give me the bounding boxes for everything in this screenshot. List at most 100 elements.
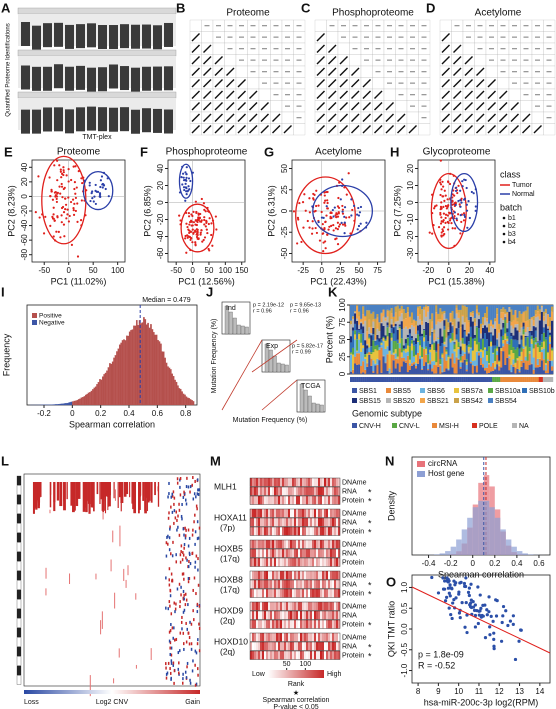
cell-scatter [283, 125, 292, 134]
stack-deco [544, 313, 548, 325]
cnv-deco [167, 516, 170, 520]
histogram-bar-deco [144, 319, 147, 406]
heat-cell-deco [256, 549, 259, 558]
cnv-deco [196, 537, 199, 541]
cnv-deco [175, 637, 178, 641]
stack-deco [439, 322, 442, 329]
locus-label: (2q) [220, 646, 235, 656]
heat-cell-deco [310, 589, 313, 598]
heat-cell-deco [316, 571, 319, 580]
histogram-bar-deco [147, 322, 149, 406]
stack-deco [504, 309, 507, 314]
heat-cell-deco [254, 527, 257, 536]
cell-scatter [316, 79, 325, 88]
stack-deco [502, 312, 505, 321]
stack-deco [536, 305, 539, 312]
stack-deco [390, 332, 393, 338]
stack-deco [540, 342, 544, 348]
cell-scatter [441, 125, 450, 134]
heat-cell-deco [320, 651, 323, 660]
gene-label: HOXB8 [214, 574, 243, 584]
cell-text [398, 59, 404, 61]
cnv-deco [105, 482, 108, 497]
point-deco [100, 175, 104, 178]
stack-deco [404, 343, 408, 349]
heat-cell-deco [302, 540, 305, 549]
point-deco [194, 200, 197, 203]
stack-deco [453, 343, 456, 345]
point-deco [441, 576, 445, 580]
chrom-bar-deco [16, 532, 22, 543]
cnv-deco [197, 667, 199, 671]
stack-deco [498, 332, 501, 347]
heat-cell-deco [254, 496, 257, 505]
heat-cell-deco [318, 518, 321, 527]
stack-deco [492, 352, 495, 354]
stack-deco [431, 313, 434, 322]
stack-deco [400, 305, 403, 310]
cnv-deco [49, 482, 52, 508]
stack-deco [427, 341, 430, 355]
cell-text [364, 48, 369, 50]
point-deco [200, 197, 203, 201]
heat-cell-deco [294, 509, 297, 518]
heat-cell-deco [322, 549, 325, 558]
cell-scatter [328, 125, 337, 134]
heat-cell-deco [292, 478, 295, 487]
heat-cell-deco [306, 549, 309, 558]
cell-text [421, 117, 427, 119]
heat-cell-deco [316, 478, 319, 487]
histogram-bar-deco [70, 401, 73, 406]
heat-cell-deco [310, 580, 313, 589]
cnv-deco [101, 482, 104, 511]
cell-scatter [203, 113, 212, 122]
cell-scatter [408, 125, 417, 134]
heat-cell-deco [318, 611, 321, 620]
stack-deco [469, 347, 472, 349]
heat-cell-deco [336, 558, 339, 567]
heat-cell-deco [262, 589, 265, 598]
cnv-deco [167, 607, 170, 611]
heat-cell-deco [300, 651, 303, 660]
point-deco [56, 179, 59, 182]
cnv-deco [195, 682, 198, 686]
heat-cell-deco [284, 478, 287, 487]
stack-deco [548, 360, 552, 374]
stack-deco [414, 354, 418, 356]
point-deco [439, 183, 443, 186]
subtype-strip-deco [354, 377, 357, 382]
heat-cell-deco [274, 642, 277, 651]
point-deco [456, 191, 459, 195]
stack-deco [522, 305, 525, 312]
point-deco [341, 212, 345, 215]
stack-deco [506, 332, 509, 337]
heat-cell-deco [274, 540, 277, 549]
cell-text [421, 105, 427, 107]
point-deco [331, 208, 334, 212]
cnv-deco [177, 667, 180, 671]
legend-swatch [502, 232, 506, 236]
stack-deco [483, 317, 487, 326]
sig-star: * [368, 580, 372, 590]
stack-deco [504, 319, 507, 334]
cell-scatter [441, 44, 450, 53]
heat-row-frame [249, 557, 341, 567]
heat-cell-deco [320, 633, 323, 642]
stack-deco [356, 320, 359, 330]
point-deco [442, 212, 446, 215]
stack-deco [368, 338, 371, 348]
heat-cell-deco [286, 518, 289, 527]
stack-deco [540, 306, 544, 307]
cell-scatter [385, 125, 394, 134]
stack-deco [441, 354, 444, 358]
heat-cell-deco [264, 580, 267, 589]
colorbar-tick: 50 [283, 661, 291, 668]
y-tick-label: -40 [156, 230, 165, 242]
heat-cell-deco [286, 527, 289, 536]
stack-deco [362, 314, 365, 325]
stack-deco [469, 315, 472, 317]
point-deco [184, 182, 187, 185]
heat-cell-deco [268, 633, 271, 642]
cnv-deco [183, 647, 185, 651]
subtype-strip-deco [410, 377, 414, 382]
